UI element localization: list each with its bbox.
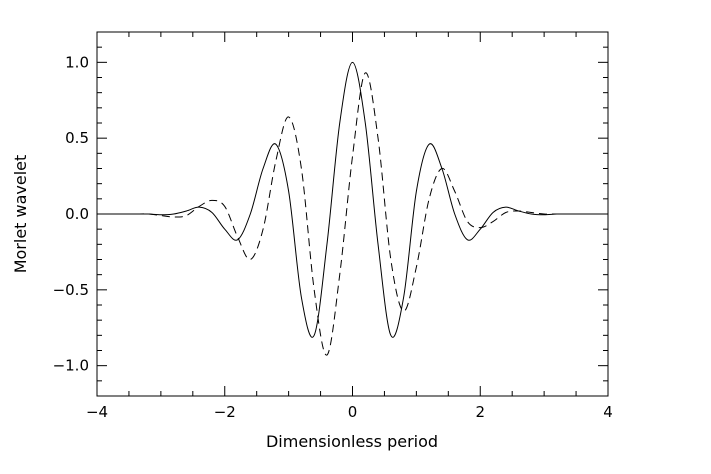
solid-wavelet-line xyxy=(97,61,608,338)
y-tick-label: −0.5 xyxy=(53,281,89,299)
x-tick-label: −4 xyxy=(86,403,108,421)
y-tick-label: 0.0 xyxy=(65,205,89,223)
dashed-wavelet-line xyxy=(97,72,608,356)
y-tick-label: −1.0 xyxy=(53,357,89,375)
x-tick-label: 2 xyxy=(475,403,485,421)
tick-labels-layer: −4 −2 0 2 4 −1.0 −0.5 0.0 0.5 1.0 xyxy=(53,53,613,421)
y-tick-label: 1.0 xyxy=(65,53,89,71)
x-axis-title: Dimensionless period xyxy=(266,432,438,451)
x-tick-label: −2 xyxy=(214,403,236,421)
ticks-layer xyxy=(96,31,609,397)
y-tick-label: 0.5 xyxy=(65,129,89,147)
y-axis-title: Morlet wavelet xyxy=(11,155,30,274)
series-layer xyxy=(97,61,608,356)
x-tick-label: 4 xyxy=(603,403,613,421)
x-tick-label: 0 xyxy=(348,403,358,421)
